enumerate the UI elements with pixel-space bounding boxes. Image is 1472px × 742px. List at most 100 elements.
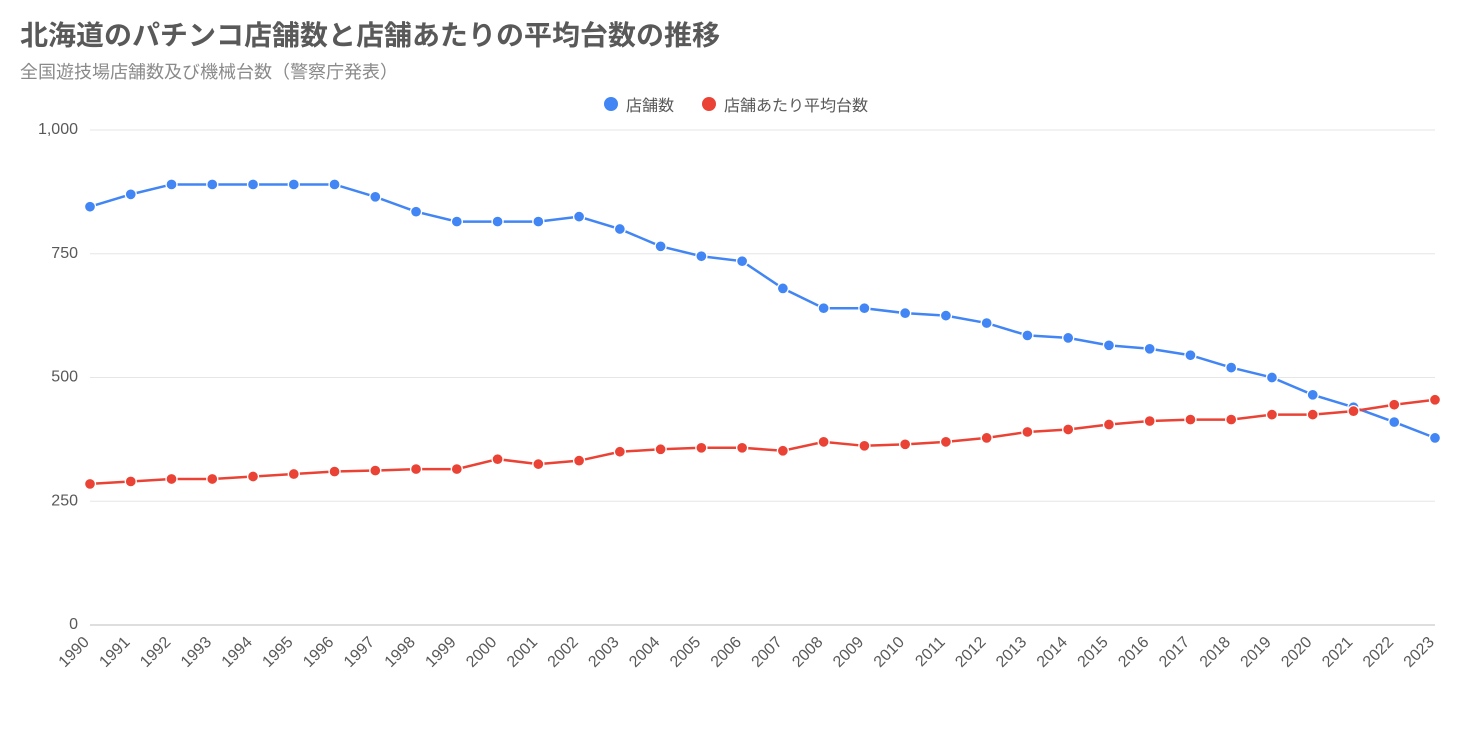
y-tick-label: 500 bbox=[51, 369, 78, 386]
series-marker bbox=[451, 216, 462, 227]
series-marker bbox=[125, 189, 136, 200]
series-marker bbox=[329, 179, 340, 190]
x-tick-label: 1991 bbox=[96, 634, 133, 671]
series-marker bbox=[940, 436, 951, 447]
series-marker bbox=[1063, 332, 1074, 343]
series-marker bbox=[859, 440, 870, 451]
x-tick-label: 2016 bbox=[1115, 634, 1152, 671]
series-marker bbox=[614, 446, 625, 457]
series-marker bbox=[1430, 394, 1441, 405]
series-marker bbox=[370, 191, 381, 202]
series-line-1 bbox=[90, 184, 1435, 437]
series-marker bbox=[1307, 409, 1318, 420]
series-marker bbox=[533, 459, 544, 470]
series-marker bbox=[818, 436, 829, 447]
series-marker bbox=[1185, 350, 1196, 361]
series-marker bbox=[411, 464, 422, 475]
series-marker bbox=[900, 308, 911, 319]
legend-label-series1: 店舗数 bbox=[626, 92, 674, 116]
x-tick-label: 1994 bbox=[219, 634, 256, 671]
series-marker bbox=[859, 303, 870, 314]
series-marker bbox=[1266, 372, 1277, 383]
y-tick-label: 0 bbox=[69, 616, 78, 633]
plot-area: 02505007501,0001990199119921993199419951… bbox=[20, 120, 1452, 698]
y-tick-label: 250 bbox=[51, 492, 78, 509]
chart-subtitle: 全国遊技場店舗数及び機械台数（警察庁発表） bbox=[20, 58, 1452, 84]
x-tick-label: 1992 bbox=[137, 634, 174, 671]
series-marker bbox=[981, 318, 992, 329]
series-marker bbox=[533, 216, 544, 227]
series-marker bbox=[1103, 419, 1114, 430]
x-tick-label: 2004 bbox=[626, 634, 663, 671]
x-tick-label: 2010 bbox=[871, 634, 908, 671]
series-marker bbox=[1144, 343, 1155, 354]
x-tick-label: 2022 bbox=[1360, 634, 1397, 671]
y-tick-label: 750 bbox=[51, 245, 78, 262]
series-marker bbox=[737, 442, 748, 453]
x-tick-label: 2014 bbox=[1034, 634, 1071, 671]
x-tick-label: 1995 bbox=[259, 634, 296, 671]
series-marker bbox=[166, 179, 177, 190]
series-marker bbox=[1430, 432, 1441, 443]
series-marker bbox=[1389, 417, 1400, 428]
legend-item-series2: 店舗あたり平均台数 bbox=[702, 92, 868, 116]
x-tick-label: 1998 bbox=[382, 634, 419, 671]
x-tick-label: 2005 bbox=[667, 634, 704, 671]
series-marker bbox=[1226, 362, 1237, 373]
series-marker bbox=[1307, 389, 1318, 400]
series-marker bbox=[696, 442, 707, 453]
x-tick-label: 2018 bbox=[1197, 634, 1234, 671]
x-tick-label: 2009 bbox=[830, 634, 867, 671]
series-marker bbox=[248, 179, 259, 190]
x-tick-label: 2008 bbox=[789, 634, 826, 671]
series-marker bbox=[1022, 330, 1033, 341]
series-marker bbox=[900, 439, 911, 450]
series-marker bbox=[125, 476, 136, 487]
series-marker bbox=[1063, 424, 1074, 435]
x-tick-label: 2023 bbox=[1401, 634, 1438, 671]
series-marker bbox=[492, 454, 503, 465]
series-marker bbox=[1266, 409, 1277, 420]
chart-container: 北海道のパチンコ店舗数と店舗あたりの平均台数の推移 全国遊技場店舗数及び機械台数… bbox=[0, 0, 1472, 742]
series-marker bbox=[329, 466, 340, 477]
series-marker bbox=[1144, 416, 1155, 427]
x-tick-label: 2019 bbox=[1238, 634, 1275, 671]
series-marker bbox=[207, 473, 218, 484]
x-tick-label: 2007 bbox=[749, 634, 786, 671]
legend-swatch-series1 bbox=[604, 97, 618, 111]
series-marker bbox=[696, 251, 707, 262]
legend-swatch-series2 bbox=[702, 97, 716, 111]
x-tick-label: 2002 bbox=[545, 634, 582, 671]
series-marker bbox=[288, 179, 299, 190]
series-marker bbox=[777, 283, 788, 294]
legend-label-series2: 店舗あたり平均台数 bbox=[724, 92, 868, 116]
series-marker bbox=[207, 179, 218, 190]
series-marker bbox=[614, 224, 625, 235]
series-marker bbox=[655, 241, 666, 252]
x-tick-label: 2021 bbox=[1319, 634, 1356, 671]
series-marker bbox=[940, 310, 951, 321]
series-marker bbox=[166, 473, 177, 484]
x-tick-label: 2015 bbox=[1075, 634, 1112, 671]
chart-svg: 02505007501,0001990199119921993199419951… bbox=[20, 120, 1452, 698]
series-marker bbox=[451, 464, 462, 475]
x-tick-label: 2013 bbox=[993, 634, 1030, 671]
series-marker bbox=[1103, 340, 1114, 351]
series-marker bbox=[288, 469, 299, 480]
series-marker bbox=[1185, 414, 1196, 425]
x-tick-label: 2011 bbox=[912, 634, 948, 670]
series-marker bbox=[818, 303, 829, 314]
x-tick-label: 2020 bbox=[1278, 634, 1315, 671]
series-marker bbox=[655, 444, 666, 455]
x-tick-label: 2006 bbox=[708, 634, 745, 671]
series-marker bbox=[981, 432, 992, 443]
series-marker bbox=[411, 206, 422, 217]
x-tick-label: 2001 bbox=[504, 634, 541, 671]
x-tick-label: 1997 bbox=[341, 634, 378, 671]
series-marker bbox=[85, 478, 96, 489]
x-tick-label: 2003 bbox=[585, 634, 622, 671]
series-marker bbox=[777, 445, 788, 456]
x-tick-label: 1990 bbox=[56, 634, 93, 671]
series-marker bbox=[574, 455, 585, 466]
x-tick-label: 2000 bbox=[463, 634, 500, 671]
